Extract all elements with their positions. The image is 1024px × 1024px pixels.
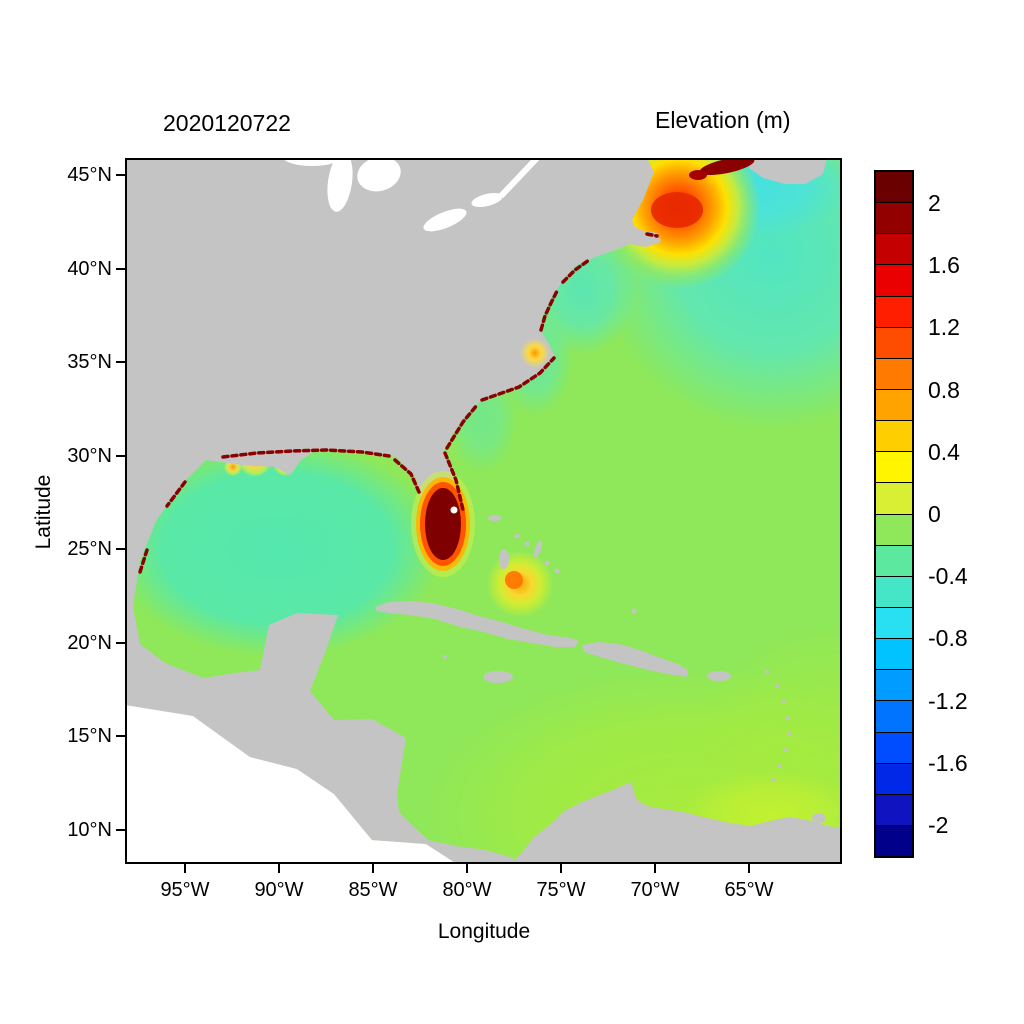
- gulf-of-mexico-water: [127, 440, 442, 656]
- lake-okeechobee: [450, 506, 458, 514]
- y-tick-label: 40°N: [67, 257, 112, 280]
- colorbar-cell: [876, 669, 912, 701]
- islands-bahamas: [488, 515, 637, 614]
- colorbar: [874, 170, 914, 858]
- florida-hotspot-core: [425, 488, 461, 560]
- colorbar-cell: [876, 731, 912, 763]
- y-tick-label: 30°N: [67, 444, 112, 467]
- y-tick-mark: [116, 548, 125, 551]
- x-tick-mark: [466, 864, 468, 873]
- colorbar-cell: [876, 264, 912, 296]
- colorbar-cell: [876, 295, 912, 327]
- island-jamaica: [483, 671, 513, 683]
- y-tick-label: 35°N: [67, 351, 112, 374]
- south-cuba-core: [505, 571, 523, 589]
- colorbar-tick-label: 0.4: [928, 438, 960, 465]
- land-south-america: [512, 782, 840, 862]
- y-tick-mark: [116, 174, 125, 176]
- island-puerto-rico: [707, 671, 731, 681]
- fundy-approach-extreme: [689, 170, 707, 180]
- y-tick-label: 15°N: [67, 725, 112, 748]
- x-tick-mark: [184, 864, 186, 873]
- pacific-no-data: [127, 703, 454, 862]
- x-tick-label: 95°W: [160, 879, 210, 901]
- colorbar-tick-label: 0: [928, 501, 941, 527]
- colorbar-tick-label: 1.2: [928, 314, 960, 341]
- land-masses: [127, 160, 840, 862]
- elevation-map: [127, 160, 840, 862]
- island-cuba: [375, 601, 579, 647]
- y-tick-mark: [116, 641, 125, 644]
- x-tick-mark: [278, 864, 280, 873]
- colorbar-tick-label: -0.4: [928, 563, 968, 590]
- pamlico-sound-hotspot: [520, 338, 550, 368]
- colorbar-tick-label: 1.6: [928, 252, 960, 279]
- colorbar-cell: [876, 172, 912, 203]
- colorbar-tick-label: -0.8: [928, 625, 968, 652]
- x-tick-label: 90°W: [254, 879, 304, 901]
- island-hispaniola: [582, 642, 688, 677]
- colorbar-cell: [876, 606, 912, 639]
- y-tick-label: 25°N: [67, 538, 112, 561]
- colorbar-cell: [876, 762, 912, 794]
- y-tick-label: 20°N: [67, 631, 112, 654]
- colorbar-tick-label: 2: [928, 190, 941, 217]
- colorbar-tick-label: -1.6: [928, 749, 968, 776]
- coastal-extremes: [138, 160, 755, 577]
- coastal-extreme-speckles: [138, 232, 659, 574]
- land-north-america: [127, 160, 661, 862]
- colorbar-cell: [876, 482, 912, 514]
- run-timestamp-title: 2020120722: [163, 110, 291, 136]
- x-axis-label: Longitude: [437, 920, 531, 943]
- colorbar-cell: [876, 357, 912, 389]
- colorbar-cell: [876, 451, 912, 483]
- colorbar-cell: [876, 700, 912, 732]
- colorbar-title: Elevation (m): [655, 107, 791, 133]
- map-plot-area: [125, 158, 842, 864]
- great-lakes: [284, 160, 540, 232]
- y-tick-mark: [116, 454, 125, 457]
- colorbar-tick-label: 0.8: [928, 376, 960, 403]
- y-tick-mark: [116, 267, 125, 270]
- x-tick-mark: [654, 864, 656, 873]
- y-tick-mark: [116, 361, 125, 364]
- x-tick-label: 65°W: [724, 879, 774, 901]
- x-tick-label: 75°W: [536, 879, 586, 901]
- x-tick-mark: [748, 864, 750, 873]
- colorbar-cell: [876, 544, 912, 576]
- x-tick-label: 70°W: [630, 879, 680, 901]
- colorbar-cell: [876, 388, 912, 421]
- colorbar-cell: [876, 420, 912, 452]
- colorbar-cell: [876, 824, 912, 857]
- x-tick-mark: [560, 864, 562, 873]
- x-tick-mark: [372, 864, 374, 873]
- colorbar-cell: [876, 202, 912, 234]
- colorbar-cell: [876, 326, 912, 358]
- y-tick-mark: [116, 735, 125, 738]
- colorbar-tick-label: -2: [928, 811, 949, 838]
- x-tick-label: 80°W: [442, 879, 492, 901]
- x-tick-label: 85°W: [348, 879, 398, 901]
- land-nova-scotia: [749, 160, 827, 184]
- colorbar-cell: [876, 513, 912, 545]
- colorbar-cell: [876, 793, 912, 825]
- y-tick-label: 10°N: [67, 818, 112, 841]
- bay-of-fundy-extreme: [699, 160, 755, 175]
- colorbar-tick-label: -1.2: [928, 687, 968, 714]
- islands-lesser-antilles: [443, 655, 826, 823]
- y-tick-label: 45°N: [67, 164, 112, 186]
- colorbar-cell: [876, 638, 912, 670]
- colorbar-cell: [876, 575, 912, 607]
- colorbar-cell: [876, 233, 912, 265]
- y-tick-mark: [116, 828, 125, 831]
- gulf-of-maine-core: [651, 192, 703, 228]
